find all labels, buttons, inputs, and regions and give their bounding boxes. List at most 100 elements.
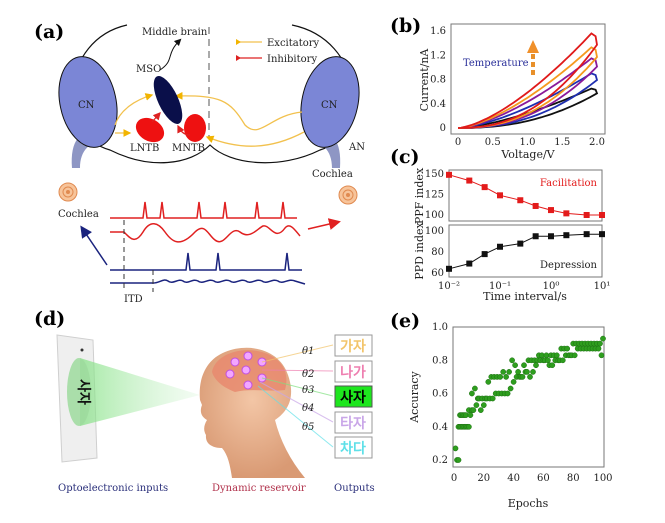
plot-b-xtick: 1.0 [520,137,536,148]
accuracy-point [515,369,521,375]
depression-annotation: Depression [540,260,598,271]
plot-b-ylabel: Current/nA [418,48,431,112]
output-text-2: 나가 [340,365,366,381]
plot-c-top-ylabel: PPF index [413,167,426,224]
accuracy-point [598,352,605,359]
ppd-point [446,265,452,272]
plot-b-xlabel: Voltage/V [500,148,555,161]
inhibitory-legend-marker [236,55,241,61]
mso-label: MSO [136,64,161,75]
facilitation-annotation: Facilitation [540,178,598,189]
iv-loop-1 [458,87,599,129]
cochlea-left-label: Cochlea [58,209,99,220]
paper-pin-icon [80,348,84,352]
ppd-point [497,243,503,250]
input-light-spot [67,358,91,426]
accuracy-point [545,357,551,364]
panel-label-a: (a) [34,21,64,43]
accuracy-point [527,374,533,380]
plot-b-xtick: 1.5 [554,137,570,148]
plot-c-xtick: 10⁻² [438,281,460,292]
accuracy-point [530,369,536,375]
caption-outputs: Outputs [334,483,375,494]
excitatory-path-3 [174,91,303,131]
cochlea-right-icon [338,185,358,205]
itd-label: ITD [124,294,143,305]
output-text-4: 타자 [340,416,366,432]
theta-2: θ2 [302,369,314,380]
ppf-point [517,197,524,204]
ppd-point [599,231,605,238]
plot-b-ytick: 0.4 [430,99,446,110]
accuracy-point [467,412,474,418]
plot-b-frame [450,23,606,135]
iv-loop-2 [458,72,599,129]
plot-e-ytick: 0.2 [432,455,448,466]
ppf-point [583,212,590,218]
plot-c-xlabel: Time interval/s [483,290,567,303]
ppf-fit-line [448,174,602,216]
panel-label-c: (c) [390,146,420,168]
ppf-point [497,192,503,199]
temperature-annotation: Temperature [463,58,529,69]
plot-c-bottom-ytick: 100 [425,226,444,237]
ppf-point [446,171,452,178]
lntb-nucleus [135,117,165,143]
blue-spike-train [110,252,302,271]
panel-e: (e) Accuracy Epochs 0 20 40 60 80 100 0.2 0.4 0.… [390,310,613,510]
red-sound-wave [110,223,301,243]
plot-c-top-frame [448,169,603,222]
accuracy-point [533,362,539,369]
accuracy-point [469,390,475,397]
output-option-5: 차다 [334,436,373,459]
middle-brain-label: Middle brain [142,27,208,38]
plot-b-xtick: 0.5 [485,137,501,148]
output-connections [257,344,334,448]
panel-c: (c) PPF index PPD index Facilitation Dep… [390,146,610,303]
accuracy-point [497,374,504,380]
ppd-fit-line [448,233,602,270]
cn-left [58,56,118,148]
plot-e-xlabel: Epochs [508,497,549,510]
accuracy-point [455,457,462,463]
output-option-1: 가자 [334,334,373,357]
light-cone [80,358,200,426]
output-text-5: 차다 [340,441,366,457]
plot-e-xtick: 40 [507,473,520,484]
blue-sound-wave [110,279,306,285]
cn-left-label: CN [78,100,95,111]
excitatory-path-4 [205,131,305,147]
mso-nucleus [153,76,183,124]
plot-c-top-ytick: 150 [425,169,444,180]
accuracy-point [452,445,459,452]
cochlea-right-label: Cochlea [312,169,353,180]
accuracy-point [470,407,477,413]
middle-brain-arrow [159,38,182,71]
red-spike-train [110,201,297,219]
an-label: AN [348,142,365,153]
accuracy-point [564,345,571,352]
output-option-2: 나가 [334,360,373,383]
mntb-nucleus [184,114,206,142]
plot-c-top-ytick: 125 [425,190,444,201]
accuracy-point [506,369,512,375]
accuracy-point [571,352,578,359]
excitatory-legend-label: Excitatory [267,38,320,49]
plot-e-ytick: 0.4 [432,422,448,433]
inhibitory-path-2 [177,124,191,136]
accuracy-point [500,369,507,375]
plot-e-ytick: 1.0 [432,322,448,333]
blue-arrow [80,225,108,266]
ppd-point [583,231,590,238]
mntb-label: MNTB [172,143,205,154]
accuracy-point [473,402,480,408]
plot-c-bottom-ytick: 60 [431,268,444,279]
red-arrow [307,218,341,230]
output-text-3: 사자 [340,390,366,406]
ppd-point [481,251,488,258]
ppf-point [532,202,539,209]
theta-3: θ3 [302,385,314,396]
plot-c-bottom-ytick: 80 [431,247,444,258]
ppf-point [563,210,570,217]
